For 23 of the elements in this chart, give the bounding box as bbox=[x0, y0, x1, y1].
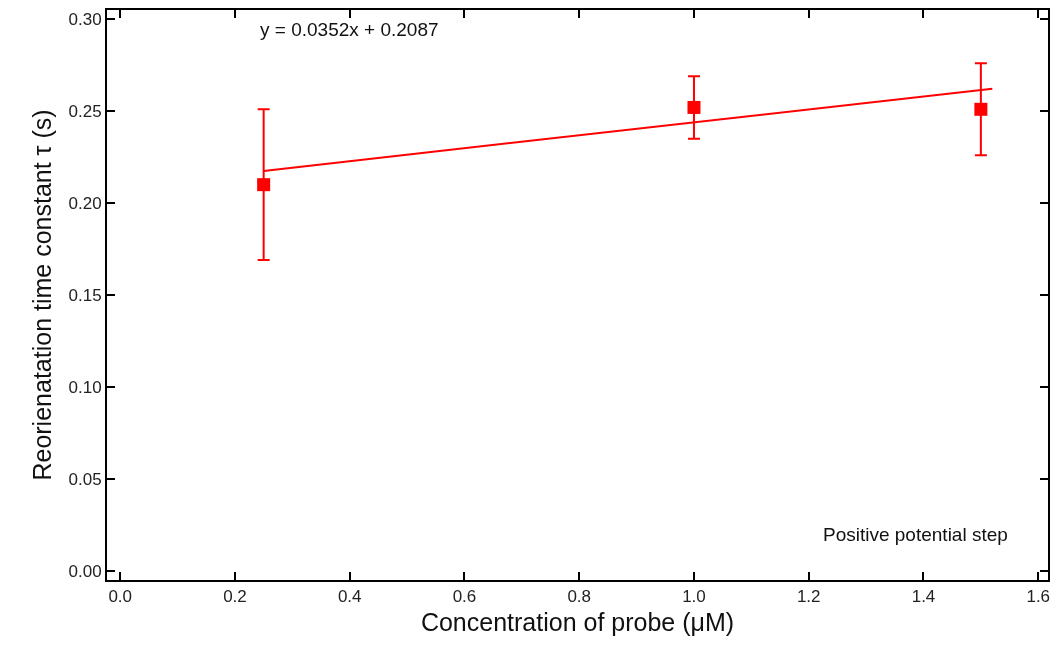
x-tick-label: 0.0 bbox=[108, 587, 133, 607]
x-tick-label: 1.0 bbox=[682, 587, 706, 607]
y-tick-label: 0.25 bbox=[68, 102, 102, 122]
annotation: y = 0.0352x + 0.2087 bbox=[260, 19, 439, 40]
x-axis-title: Concentration of probe (μM) bbox=[420, 607, 735, 636]
y-tick-label: 0.20 bbox=[68, 194, 102, 214]
x-tick-label: 0.2 bbox=[223, 587, 247, 607]
y-tick-label: 0.30 bbox=[68, 10, 102, 30]
y-tick-label: 0.10 bbox=[68, 377, 102, 397]
x-tick-label: 0.8 bbox=[567, 587, 592, 607]
y-axis-title: Reorienatation time constant τ (s) bbox=[27, 109, 56, 481]
x-tick-label: 0.4 bbox=[337, 587, 362, 607]
y-tick-label: 0.00 bbox=[68, 561, 102, 581]
y-tick-label: 0.05 bbox=[68, 469, 102, 489]
x-tick-label: 1.4 bbox=[911, 587, 936, 607]
x-tick-label: 0.6 bbox=[452, 587, 477, 607]
point bbox=[687, 100, 701, 114]
x-tick-label: 1.2 bbox=[796, 587, 821, 607]
y-tick-label: 0.15 bbox=[68, 285, 102, 305]
x-tick-label: 1.6 bbox=[1026, 587, 1051, 607]
point bbox=[257, 178, 271, 192]
annotation: Positive potential step bbox=[823, 524, 1008, 545]
point bbox=[974, 102, 988, 116]
